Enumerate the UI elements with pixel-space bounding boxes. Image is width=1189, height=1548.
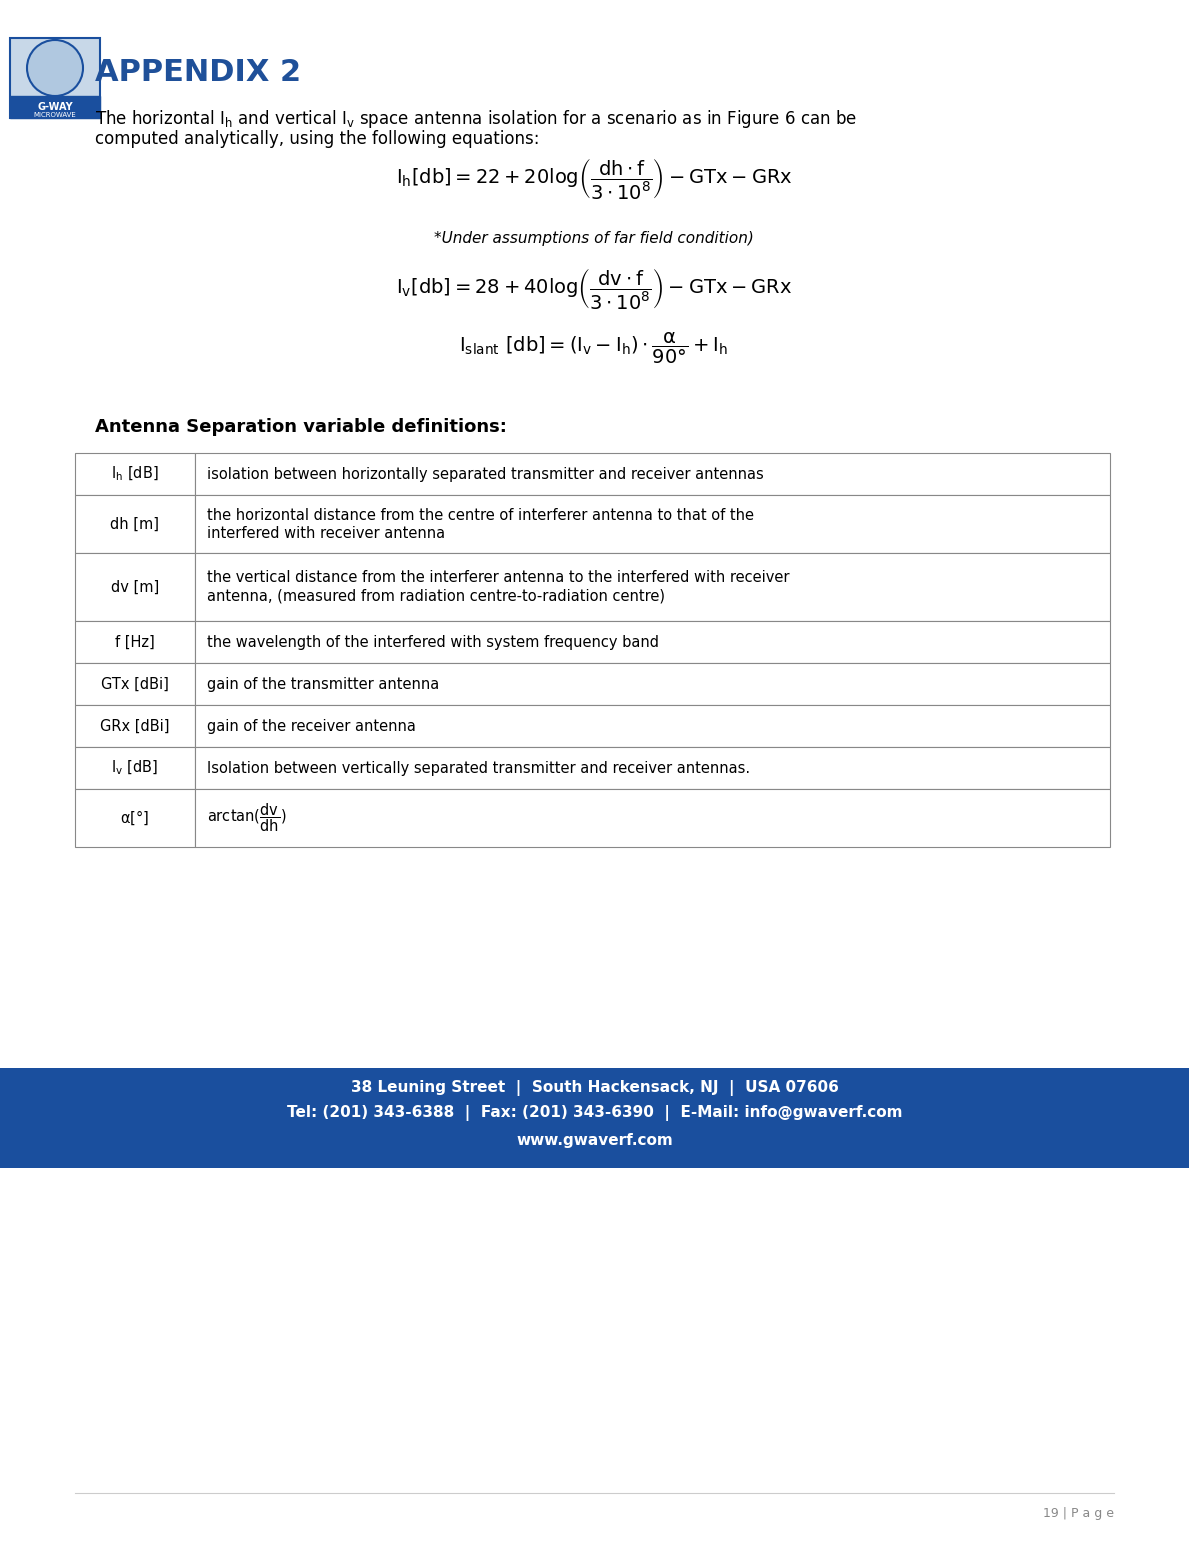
Text: gain of the receiver antenna: gain of the receiver antenna (207, 718, 416, 734)
Text: www.gwaverf.com: www.gwaverf.com (516, 1133, 673, 1147)
Text: Antenna Separation variable definitions:: Antenna Separation variable definitions: (95, 418, 507, 437)
Text: f [Hz]: f [Hz] (115, 635, 155, 650)
Text: Tel: (201) 343-6388  |  Fax: (201) 343-6390  |  E-Mail: info@gwaverf.com: Tel: (201) 343-6388 | Fax: (201) 343-639… (287, 1105, 902, 1121)
FancyBboxPatch shape (195, 621, 1111, 663)
Text: the vertical distance from the interferer antenna to the interfered with receive: the vertical distance from the interfere… (207, 571, 789, 585)
FancyBboxPatch shape (75, 495, 195, 553)
Text: 38 Leuning Street  |  South Hackensack, NJ  |  USA 07606: 38 Leuning Street | South Hackensack, NJ… (351, 1081, 838, 1096)
Text: GRx [dBi]: GRx [dBi] (100, 718, 170, 734)
Text: $\mathrm{\alpha[°]}$: $\mathrm{\alpha[°]}$ (120, 808, 150, 827)
Text: antenna, (measured from radiation centre-to-radiation centre): antenna, (measured from radiation centre… (207, 588, 665, 604)
Text: MICROWAVE: MICROWAVE (33, 111, 76, 118)
Text: GTx [dBi]: GTx [dBi] (101, 676, 169, 692)
Text: $\mathrm{I_{slant}\ [db] = (I_v - I_h) \cdot \dfrac{\alpha}{90°} + I_h}$: $\mathrm{I_{slant}\ [db] = (I_v - I_h) \… (459, 330, 729, 365)
FancyBboxPatch shape (75, 748, 195, 789)
Text: isolation between horizontally separated transmitter and receiver antennas: isolation between horizontally separated… (207, 466, 763, 481)
Text: 19 | P a g e: 19 | P a g e (1043, 1506, 1114, 1520)
Text: dh [m]: dh [m] (111, 517, 159, 531)
Text: gain of the transmitter antenna: gain of the transmitter antenna (207, 676, 439, 692)
Text: computed analytically, using the following equations:: computed analytically, using the followi… (95, 130, 540, 149)
FancyBboxPatch shape (195, 789, 1111, 847)
Text: The horizontal I$_\mathrm{h}$ and vertical I$_\mathrm{v}$ space antenna isolatio: The horizontal I$_\mathrm{h}$ and vertic… (95, 108, 857, 130)
FancyBboxPatch shape (75, 663, 195, 704)
Bar (10, 96, 100, 118)
Text: Isolation between vertically separated transmitter and receiver antennas.: Isolation between vertically separated t… (207, 760, 750, 776)
Text: the wavelength of the interfered with system frequency band: the wavelength of the interfered with sy… (207, 635, 659, 650)
Bar (10, 39, 100, 118)
Text: interfered with receiver antenna: interfered with receiver antenna (207, 525, 445, 540)
FancyBboxPatch shape (75, 704, 195, 748)
Text: $\mathrm{I_v[db] = 28 + 40log\left(\dfrac{dv \cdot f}{3 \cdot 10^8}\right) - GTx: $\mathrm{I_v[db] = 28 + 40log\left(\dfra… (396, 266, 792, 311)
Text: the horizontal distance from the centre of interferer antenna to that of the: the horizontal distance from the centre … (207, 508, 754, 523)
FancyBboxPatch shape (75, 553, 195, 621)
Circle shape (27, 40, 83, 96)
FancyBboxPatch shape (0, 1068, 1189, 1169)
FancyBboxPatch shape (75, 454, 195, 495)
Text: dv [m]: dv [m] (111, 579, 159, 594)
Text: $\mathrm{I_h[db] = 22 + 20log\left(\dfrac{dh \cdot f}{3 \cdot 10^8}\right) - GTx: $\mathrm{I_h[db] = 22 + 20log\left(\dfra… (396, 155, 792, 201)
FancyBboxPatch shape (195, 663, 1111, 704)
FancyBboxPatch shape (195, 454, 1111, 495)
Text: $\mathrm{arctan(\dfrac{dv}{dh})}$: $\mathrm{arctan(\dfrac{dv}{dh})}$ (207, 802, 287, 834)
Text: *Under assumptions of far field condition): *Under assumptions of far field conditio… (434, 231, 754, 246)
Text: APPENDIX 2: APPENDIX 2 (95, 57, 301, 87)
FancyBboxPatch shape (195, 704, 1111, 748)
Text: $\mathrm{I_v\ [dB]}$: $\mathrm{I_v\ [dB]}$ (112, 759, 158, 777)
FancyBboxPatch shape (75, 621, 195, 663)
FancyBboxPatch shape (195, 748, 1111, 789)
FancyBboxPatch shape (195, 495, 1111, 553)
Text: $\mathrm{I_h\ [dB]}$: $\mathrm{I_h\ [dB]}$ (111, 464, 159, 483)
Text: G-WAY: G-WAY (37, 102, 73, 111)
FancyBboxPatch shape (75, 789, 195, 847)
FancyBboxPatch shape (195, 553, 1111, 621)
